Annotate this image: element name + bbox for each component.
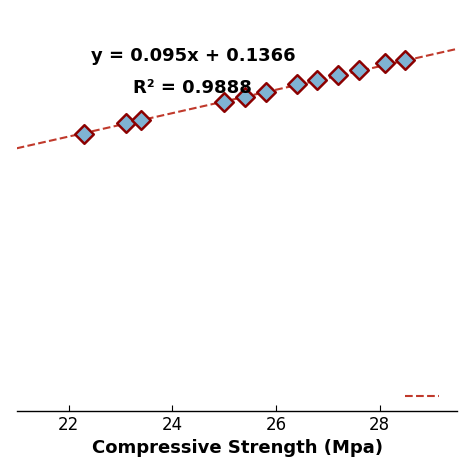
Point <box>381 60 389 67</box>
Point <box>293 81 301 88</box>
Point <box>314 76 321 83</box>
Legend:  <box>404 390 450 404</box>
X-axis label: Compressive Strength (Mpa): Compressive Strength (Mpa) <box>91 439 383 457</box>
Point <box>401 56 409 64</box>
Text: y = 0.095x + 0.1366: y = 0.095x + 0.1366 <box>91 47 295 65</box>
Point <box>220 98 228 106</box>
Point <box>355 66 363 73</box>
Text: R² = 0.9888: R² = 0.9888 <box>134 79 252 97</box>
Point <box>334 71 342 78</box>
Point <box>241 93 248 100</box>
Point <box>122 119 129 127</box>
Point <box>137 116 145 124</box>
Point <box>262 88 269 96</box>
Point <box>80 130 88 137</box>
